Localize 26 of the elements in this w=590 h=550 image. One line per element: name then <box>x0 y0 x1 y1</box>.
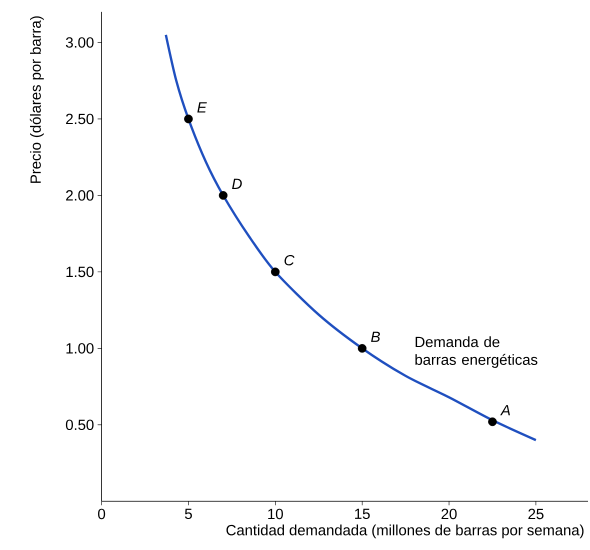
point <box>358 344 367 353</box>
y-axis-title: Precio (dólares por barra) <box>30 16 44 183</box>
y-tick-label: 1.00 <box>66 343 94 354</box>
annotation: B <box>371 332 380 342</box>
x-tick-label: 20 <box>442 508 457 520</box>
line-series <box>164 34 538 442</box>
x-tick-label: 5 <box>184 508 192 520</box>
point <box>270 268 280 276</box>
x-tick-label: 0 <box>98 508 106 520</box>
annotation: D <box>232 178 242 190</box>
annotation: E <box>197 102 207 113</box>
x-tick-label: 15 <box>355 508 370 520</box>
y-tick-label: 2.50 <box>66 114 94 124</box>
x-tick-label: 25 <box>528 508 544 520</box>
y-tick-label: 1.50 <box>66 266 94 278</box>
x-tick-label: 10 <box>268 508 283 520</box>
annotation: A <box>500 405 510 416</box>
point <box>488 417 497 426</box>
y-tick-label: 3.00 <box>66 37 94 48</box>
x-axis-title: Cantidad demandada (millones de barras por semana) <box>226 524 584 538</box>
point <box>184 114 193 124</box>
annotation: C <box>284 255 295 266</box>
y-tick-label: 0.50 <box>66 420 94 430</box>
y-tick-label: 2.00 <box>66 190 94 201</box>
point <box>218 191 228 200</box>
annotation: Demanda de barras energéticas <box>415 336 538 368</box>
